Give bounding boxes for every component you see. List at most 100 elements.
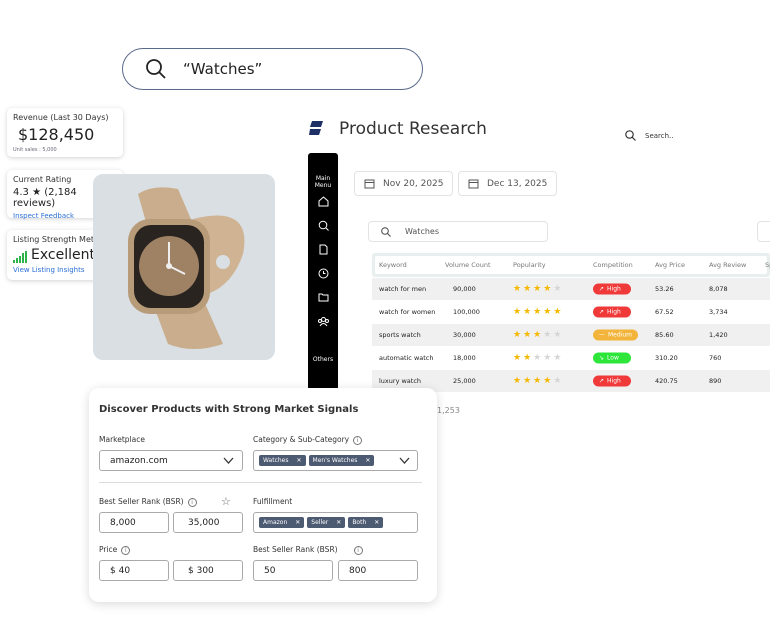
- star-icon: ★: [553, 376, 562, 386]
- chevron-down-icon: [223, 457, 234, 464]
- keyword-cell: watch for men: [379, 285, 427, 293]
- table-row[interactable]: luxury watch 25,000 ★ ★ ★ ★ ★ ↗ High 420.75 890: [372, 370, 770, 392]
- view-listing-insights-link[interactable]: View Listing Insights: [13, 266, 85, 274]
- info-icon[interactable]: i: [353, 546, 363, 555]
- column-header[interactable]: Competition: [593, 261, 633, 269]
- close-icon[interactable]: ✕: [365, 457, 371, 464]
- close-icon[interactable]: ✕: [374, 519, 380, 526]
- keyword-cell: automatic watch: [379, 354, 434, 362]
- bsr2-label-text: Best Seller Rank (BSR): [253, 545, 338, 554]
- avg-price-cell: 310.20: [655, 354, 678, 362]
- star-icon: ★: [553, 353, 562, 363]
- bsr2-min-input[interactable]: 50: [253, 560, 333, 581]
- competition-badge: ↘ Low: [593, 352, 631, 364]
- unit-sales: Unit sales : 5,000: [13, 147, 57, 153]
- bsr2-max-input[interactable]: 800: [338, 560, 418, 581]
- close-icon[interactable]: ✕: [336, 519, 342, 526]
- category-select[interactable]: Watches ✕ Men's Watches ✕: [253, 450, 418, 471]
- table-row[interactable]: sports watch 30,000 ★ ★ ★ ★ ★ — Medium 85.60 1,420: [372, 324, 770, 346]
- keyword-cell: sports watch: [379, 331, 421, 339]
- close-icon[interactable]: ✕: [295, 519, 301, 526]
- bsr-label-text: Best Seller Rank (BSR): [99, 497, 184, 506]
- tag-label: Watches: [263, 457, 289, 464]
- bsr-max-input[interactable]: 35,000: [173, 512, 243, 533]
- avg-price-cell: 67.52: [655, 308, 674, 316]
- star-icon: ★: [533, 284, 542, 294]
- fulfillment-label: Fulfillment: [253, 497, 293, 506]
- popularity-stars: ★ ★ ★ ★ ★: [513, 353, 563, 363]
- avg-review-cell: 8,078: [709, 285, 728, 293]
- search-icon: [381, 226, 391, 237]
- keyword-cell: watch for women: [379, 308, 436, 316]
- star-icon: ★: [543, 330, 552, 340]
- trend-up-icon: ↗: [599, 308, 605, 316]
- column-header[interactable]: Sp: [765, 261, 770, 269]
- search-icon: [146, 59, 166, 79]
- bsr-min-input[interactable]: 8,000: [99, 512, 169, 533]
- price-label: Price i: [99, 545, 131, 555]
- header-search[interactable]: Search..: [625, 130, 674, 141]
- fulfillment-tag: Seller ✕: [307, 517, 346, 528]
- trend-up-icon: ↗: [599, 285, 605, 293]
- avg-review-cell: 890: [709, 377, 722, 385]
- category-tag: Watches ✕: [259, 455, 306, 466]
- info-icon[interactable]: i: [353, 436, 363, 445]
- column-header[interactable]: Volume Count: [445, 261, 491, 269]
- folder-icon[interactable]: [318, 292, 329, 303]
- rating-value: 4.3 ★ (2,184 reviews): [13, 187, 77, 209]
- listing-value: Excellent: [31, 247, 95, 263]
- divider: [99, 482, 422, 483]
- clock-icon[interactable]: [318, 268, 329, 279]
- star-outline-icon[interactable]: ☆: [221, 495, 231, 508]
- competition-badge: ↗ High: [593, 283, 631, 295]
- tag-label: Men's Watches: [312, 457, 358, 464]
- document-icon[interactable]: [318, 244, 329, 255]
- price-min-input[interactable]: $ 40: [99, 560, 169, 581]
- end-date-field[interactable]: Dec 13, 2025: [458, 171, 557, 196]
- info-icon[interactable]: i: [187, 498, 197, 507]
- column-header[interactable]: Popularity: [513, 261, 546, 269]
- volume-cell: 18,000: [453, 354, 476, 362]
- users-icon[interactable]: [317, 316, 329, 327]
- inspect-feedback-link[interactable]: Inspect Feedback: [13, 212, 75, 220]
- trend-up-icon: ↗: [599, 377, 605, 385]
- revenue-value: $128,450: [18, 125, 95, 144]
- end-date: Dec 13, 2025: [487, 178, 548, 189]
- table-row[interactable]: watch for women 100,000 ★ ★ ★ ★ ★ ↗ High 67.52 3,7…: [372, 301, 770, 323]
- close-icon[interactable]: ✕: [296, 457, 302, 464]
- star-icon: ★: [543, 376, 552, 386]
- star-icon: ★: [543, 307, 552, 317]
- table-row[interactable]: watch for men 90,000 ★ ★ ★ ★ ★ ↗ High 53.26 8,078: [372, 278, 770, 300]
- avg-review-cell: 760: [709, 354, 722, 362]
- volume-cell: 100,000: [453, 308, 480, 316]
- rating-title: Current Rating: [13, 175, 72, 184]
- start-date-field[interactable]: Nov 20, 2025: [354, 171, 453, 196]
- column-header[interactable]: Avg Review: [709, 261, 747, 269]
- home-icon[interactable]: [318, 196, 329, 207]
- sidebar-others[interactable]: Others: [312, 356, 334, 363]
- table-row[interactable]: automatic watch 18,000 ★ ★ ★ ★ ★ ↘ Low 310.20 760: [372, 347, 770, 369]
- fulfillment-select[interactable]: Amazon ✕ Seller ✕ Both ✕: [253, 512, 418, 533]
- column-header[interactable]: Avg Price: [655, 261, 685, 269]
- tag-label: Both: [352, 519, 367, 526]
- sidebar-header: Main Menu: [314, 175, 332, 189]
- info-icon[interactable]: i: [121, 546, 131, 555]
- top-search-bar[interactable]: “Watches”: [122, 48, 423, 90]
- trend-down-icon: ↘: [599, 354, 605, 362]
- star-icon: ★: [513, 353, 522, 363]
- keyword-search-input[interactable]: Watches: [368, 221, 548, 242]
- competition-badge: ↗ High: [593, 375, 631, 387]
- marketplace-value: amazon.com: [110, 455, 168, 466]
- bsr-label: Best Seller Rank (BSR) i: [99, 497, 197, 507]
- extra-field[interactable]: [757, 221, 770, 242]
- search-zoom-icon[interactable]: [318, 220, 329, 231]
- price-max-input[interactable]: $ 300: [173, 560, 243, 581]
- star-icon: ★: [553, 307, 562, 317]
- column-header[interactable]: Keyword: [379, 261, 407, 269]
- tag-label: Amazon: [263, 519, 288, 526]
- category-tag: Men's Watches ✕: [308, 455, 375, 466]
- start-date: Nov 20, 2025: [383, 178, 444, 189]
- marketplace-select[interactable]: amazon.com: [99, 450, 243, 471]
- signal-bars-icon: [13, 251, 27, 263]
- fulfillment-tag: Both ✕: [348, 517, 384, 528]
